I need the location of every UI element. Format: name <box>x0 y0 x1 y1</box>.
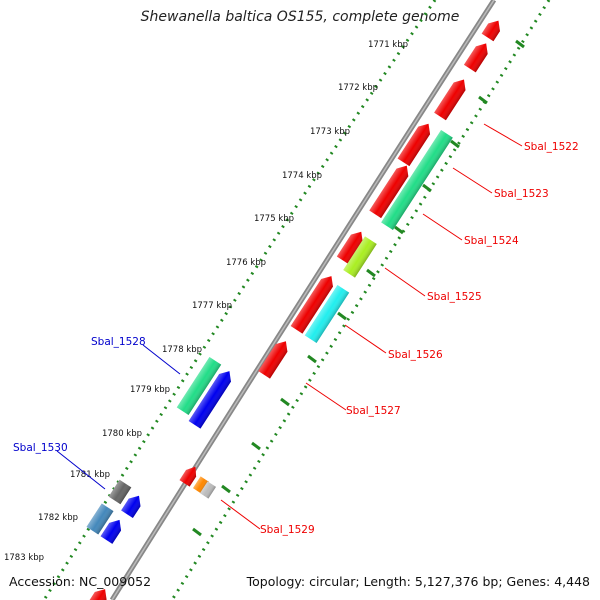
gene-label[interactable]: Sbal_1529 <box>260 524 315 536</box>
gene-label[interactable]: Sbal_1524 <box>464 235 519 247</box>
gene-sbal-1526 <box>304 285 350 343</box>
inner-tick-track <box>170 0 551 600</box>
kbp-label: 1778 kbp <box>162 345 202 355</box>
gene-sbal-1523-b <box>397 123 431 167</box>
ruler-tick <box>192 527 202 537</box>
leader-line <box>56 450 106 490</box>
inner-ticks <box>192 39 525 537</box>
gene-sbal-1525-red <box>336 231 363 265</box>
leader-line <box>305 382 347 411</box>
kbp-label: 1772 kbp <box>338 83 378 93</box>
gene-sbal-1529-b <box>199 481 217 499</box>
leader-line <box>220 499 261 530</box>
gene-label[interactable]: Sbal_1530 <box>13 442 68 454</box>
gene-sbal-1524 <box>381 130 453 230</box>
backbone-highlight <box>111 0 495 600</box>
kbp-label: 1774 kbp <box>282 171 322 181</box>
ruler-tick <box>422 183 432 193</box>
ruler-tick <box>394 225 404 235</box>
gene-sbal-1528-b <box>188 371 231 429</box>
leader-line <box>344 324 387 354</box>
gene-sbal-1528 <box>176 357 222 415</box>
gene-sbal-1530-b <box>121 495 141 519</box>
ruler-tick <box>280 397 290 407</box>
gene-label[interactable]: Sbal_1525 <box>427 291 482 303</box>
kbp-label: 1776 kbp <box>226 258 266 268</box>
ruler-tick <box>221 484 231 494</box>
ruler-tick <box>251 441 261 451</box>
gene-sbal-1529-a <box>179 466 197 487</box>
gene-label[interactable]: Sbal_1527 <box>346 405 401 417</box>
ruler-tick <box>337 311 347 321</box>
genes <box>85 20 500 600</box>
kbp-label: 1780 kbp <box>102 429 142 439</box>
gene-sbal-1522-a <box>481 20 500 42</box>
gene-label[interactable]: Sbal_1523 <box>494 188 549 200</box>
leader-line <box>483 123 523 147</box>
ruler-tick <box>366 268 376 278</box>
leader-line <box>384 267 426 297</box>
kbp-label: 1781 kbp <box>70 470 110 480</box>
gene-sbal-1526-red <box>290 276 333 334</box>
leader-line <box>142 344 181 375</box>
leader-line <box>452 167 493 194</box>
leader-line <box>422 213 463 241</box>
gene-sbal-1527 <box>258 341 288 379</box>
map-title: Shewanella baltica OS155, complete genom… <box>140 9 460 25</box>
accession-text: Accession: NC_009052 <box>9 574 152 589</box>
kbp-label: 1782 kbp <box>38 513 78 523</box>
gene-labels: Sbal_1522 Sbal_1523 Sbal_1524 Sbal_1525 Sbal… <box>13 141 579 536</box>
gene-label[interactable]: Sbal_1522 <box>524 141 579 153</box>
label-leader-lines <box>56 123 523 530</box>
gene-sbal-1530 <box>86 503 114 535</box>
kbp-label: 1775 kbp <box>254 214 294 224</box>
gene-sbal-1522 <box>463 43 488 73</box>
kbp-label: 1783 kbp <box>4 553 44 563</box>
gene-label[interactable]: Sbal_1526 <box>388 349 443 361</box>
ruler-tick <box>450 139 460 149</box>
kbp-label: 1773 kbp <box>310 127 350 137</box>
kbp-label: 1779 kbp <box>130 385 170 395</box>
gene-sbal-1524-red <box>369 165 409 219</box>
kbp-labels: 1771 kbp 1772 kbp 1773 kbp 1774 kbp 1775 kbp… <box>4 40 408 563</box>
gene-sbal-1525 <box>343 236 377 278</box>
kbp-label: 1771 kbp <box>368 40 408 50</box>
kbp-label: 1777 kbp <box>192 301 232 311</box>
genome-info-text: Topology: circular; Length: 5,127,376 bp… <box>246 574 590 589</box>
gene-sbal-1523-red <box>434 79 466 121</box>
ruler-tick <box>307 354 317 364</box>
gene-sbal-1530-a <box>108 479 132 505</box>
gene-label[interactable]: Sbal_1528 <box>91 336 146 348</box>
gene-sbal-1529 <box>192 476 210 494</box>
gene-bottom-red <box>85 589 107 600</box>
ruler-tick <box>515 39 525 49</box>
ruler-tick <box>478 95 488 105</box>
gene-sbal-1530-c <box>100 519 122 544</box>
